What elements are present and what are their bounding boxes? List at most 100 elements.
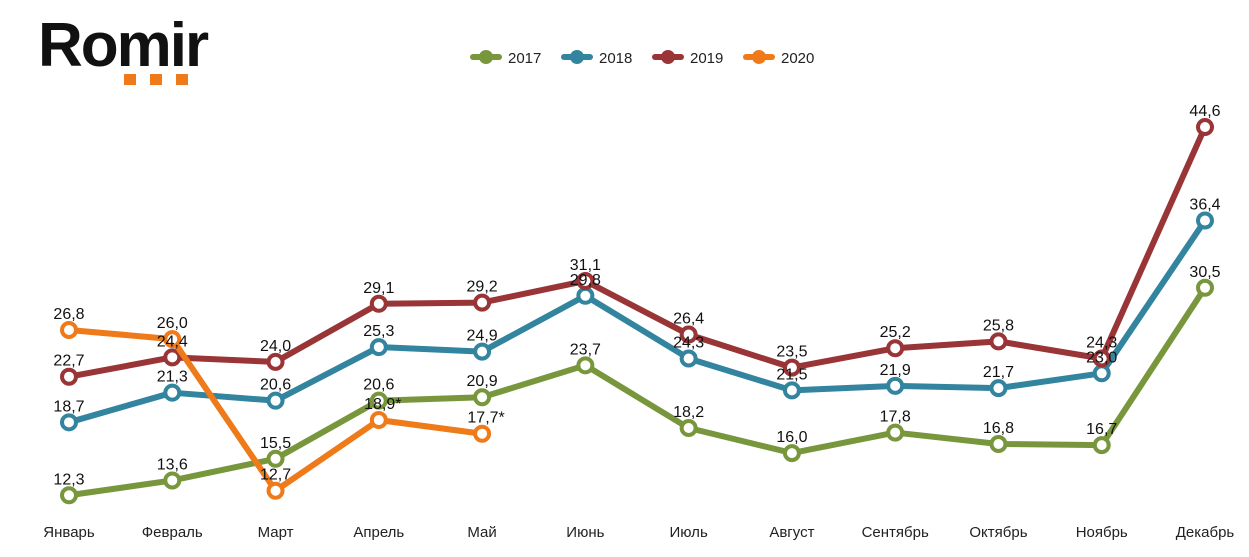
data-label-2017-Январь: 12,3 [53,471,84,488]
point-2019-Декабрь [1196,118,1214,137]
data-label-2018-Март: 20,6 [260,377,291,394]
legend-label-2017: 2017 [508,50,541,67]
data-label-2017-Ноябрь: 16,7 [1086,421,1117,438]
point-2019-Январь [60,367,78,386]
data-label-2019-Январь: 22,7 [53,353,84,370]
data-label-2018-Май: 24,9 [467,328,498,345]
data-label-2018-Июнь: 29,8 [570,272,601,289]
legend-marker-2017 [479,50,493,64]
data-label-2019-Апрель: 29,1 [363,280,394,297]
point-2018-Июнь [576,286,595,305]
data-label-2018-Февраль: 21,3 [157,369,188,386]
point-2019-Март [266,352,285,371]
data-label-2019-Май: 29,2 [467,279,498,296]
point-2019-Июнь [576,271,595,290]
data-label-2019-Июнь: 31,1 [570,257,601,274]
point-2020-Март [266,481,285,500]
legend-label-2019: 2019 [690,50,723,67]
point-2020-Январь [60,320,78,339]
x-tick-label: Ноябрь [1076,524,1128,541]
point-2018-Декабрь [1196,211,1214,230]
point-2019-Октябрь [989,332,1008,351]
point-2017-Сентябрь [886,423,905,442]
x-tick-label: Октябрь [969,524,1027,541]
data-label-2020-Февраль: 26,0 [157,315,188,332]
point-2019-Ноябрь [1092,349,1111,368]
data-label-2018-Январь: 18,7 [53,398,84,415]
point-2018-Март [266,391,285,410]
point-2019-Август [782,358,801,377]
data-label-2018-Сентябрь: 21,9 [880,362,911,379]
x-tick-label: Август [769,524,814,541]
point-2017-Ноябрь [1092,436,1111,455]
romir-logo: Romir [38,11,211,85]
series-line-2017 [66,284,1208,499]
data-label-2017-Декабрь: 30,5 [1189,264,1220,281]
data-label-2018-Ноябрь: 23,0 [1086,349,1117,366]
data-label-2019-Ноябрь: 24,3 [1086,334,1117,351]
data-label-2019-Сентябрь: 25,2 [880,324,911,341]
point-2019-Май [473,293,492,312]
data-label-2020-Март: 12,7 [260,467,291,484]
data-label-2020-Апрель: 18,9* [364,396,401,413]
x-tick-label: Июнь [566,524,604,541]
series-line-2018 [66,217,1208,426]
point-2018-Апрель [369,338,388,357]
data-label-2017-Февраль: 13,6 [157,456,188,473]
data-label-2018-Декабрь: 36,4 [1189,197,1220,214]
data-label-2019-Февраль: 24,4 [157,333,188,350]
point-2020-Май [473,424,492,443]
x-tick-label: Декабрь [1176,524,1235,541]
x-tick-label: Сентябрь [862,524,929,541]
logo-text: Romir [38,11,209,80]
series-lines [60,118,1214,505]
x-tick-label: Июль [669,524,707,541]
logo-dot [124,74,136,85]
point-2020-Апрель [369,411,388,430]
x-tick-label: Февраль [142,524,203,541]
x-tick-label: Апрель [353,524,404,541]
data-label-2019-Март: 24,0 [260,338,291,355]
legend-marker-2018 [570,50,584,64]
x-tick-label: Март [258,524,294,541]
data-label-2017-Сентябрь: 17,8 [880,409,911,426]
point-2019-Февраль [163,348,182,367]
data-label-2019-Декабрь: 44,6 [1189,103,1220,120]
data-label-2020-Январь: 26,8 [53,306,84,323]
point-2017-Декабрь [1196,278,1214,297]
data-label-2018-Август: 21,5 [776,366,807,383]
point-2017-Апрель [369,391,388,410]
data-label-2020-Май: 17,7* [467,410,504,427]
point-2017-Февраль [163,471,182,490]
data-label-2018-Июль: 24,3 [673,334,704,351]
point-2018-Ноябрь [1092,364,1111,383]
data-label-2018-Апрель: 25,3 [363,323,394,340]
point-2019-Сентябрь [886,339,905,358]
point-2017-Май [473,388,492,407]
point-2019-Июль [679,325,698,344]
point-2017-Январь [60,486,78,505]
point-2017-Март [266,449,285,468]
point-2017-Июль [679,419,698,438]
x-tick-label: Январь [43,524,95,541]
x-axis-ticks: Январь Февраль Март Апрель Май Июнь Июль Август… [43,524,1234,541]
point-2018-Август [782,381,801,400]
data-label-2017-Июль: 18,2 [673,404,704,421]
series-line-2019 [66,124,1208,380]
point-2019-Апрель [369,294,388,313]
data-label-2019-Июль: 26,4 [673,311,704,328]
point-2020-Февраль [163,330,182,349]
point-2018-Январь [60,413,78,432]
point-2018-Июль [679,349,698,368]
logo-dot [176,74,188,85]
point-2018-Сентябрь [886,376,905,395]
data-label-2017-Март: 15,5 [260,435,291,452]
point-2018-Октябрь [989,379,1008,398]
logo-dot [150,74,162,85]
data-label-2018-Октябрь: 21,7 [983,364,1014,381]
data-label-2017-Апрель: 20,6 [363,377,394,394]
data-label-2019-Август: 23,5 [776,344,807,361]
legend: 2017 2018 2019 2020 [470,50,814,67]
data-labels: 12,3 13,6 15,5 20,6 20,9 23,7 18,2 16,0 17,8 16,8… [53,103,1220,488]
